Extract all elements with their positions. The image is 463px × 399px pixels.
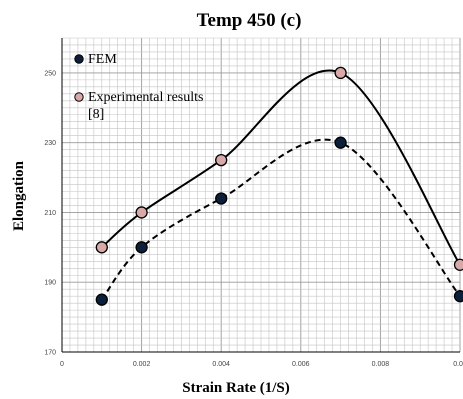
x-axis-label: Strain Rate (1/S) <box>182 380 290 396</box>
y-tick-label: 170 <box>44 350 56 357</box>
chart-title: Temp 450 (c) <box>197 10 302 31</box>
legend: FEM Experimental results [8] <box>74 52 203 122</box>
legend-marker-series-1 <box>74 92 84 102</box>
legend-label-series-1: Experimental results <box>88 90 203 105</box>
x-tick-label: 0.004 <box>212 361 230 368</box>
x-tick-label: 0.002 <box>133 361 151 368</box>
plot-area: 0 0.002 0.004 0.006 0.008 0.01 170 190 210 230 250… <box>44 37 463 368</box>
data-point-series-1 <box>334 66 347 80</box>
trend-line-series-0 <box>100 138 461 301</box>
x-tick-label: 0.006 <box>292 361 310 368</box>
y-tick-label: 230 <box>44 140 56 147</box>
data-point-series-0 <box>215 192 228 205</box>
data-point-series-1 <box>135 206 148 219</box>
y-tick-label: 250 <box>44 70 56 77</box>
data-point-series-1 <box>453 258 463 271</box>
legend-marker-series-0 <box>74 54 84 64</box>
grid <box>61 37 461 353</box>
data-point-series-0 <box>135 241 148 254</box>
data-point-series-1 <box>215 153 228 167</box>
y-tick-label: 190 <box>44 280 56 287</box>
data-point-series-1 <box>95 241 108 254</box>
data-point-series-0 <box>95 293 108 306</box>
x-tick-label: 0 <box>60 361 64 368</box>
x-tick-label: 0.008 <box>372 361 390 368</box>
legend-label-series-0: FEM <box>88 52 117 67</box>
data-point-series-0 <box>453 290 463 303</box>
data-point-series-0 <box>334 136 347 149</box>
y-axis-label: Elongation <box>11 160 27 231</box>
y-tick-label: 210 <box>44 210 56 217</box>
x-tick-label: 0.01 <box>453 361 463 368</box>
legend-label-series-1: [8] <box>88 107 104 122</box>
